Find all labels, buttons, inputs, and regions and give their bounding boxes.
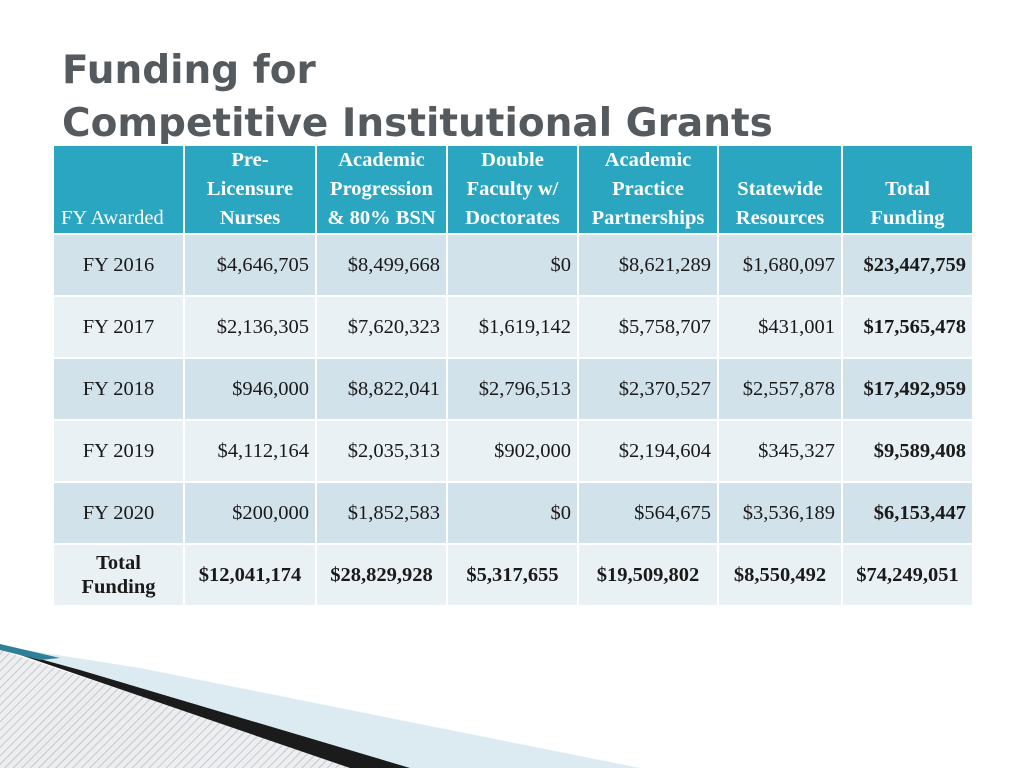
table-row: FY 2016 $4,646,705 $8,499,668 $0 $8,621,… <box>52 233 974 297</box>
header-line: Statewide <box>737 178 823 200</box>
value-cell: $2,194,604 <box>577 419 719 483</box>
header-pre-licensure-nurses: Pre- Licensure Nurses <box>183 144 317 235</box>
row-total-cell: $6,153,447 <box>841 481 974 545</box>
row-total-cell: $9,589,408 <box>841 419 974 483</box>
header-line: Practice <box>612 178 684 200</box>
value-cell: $0 <box>446 233 579 297</box>
header-academic-practice-partnerships: Academic Practice Partnerships <box>577 144 719 235</box>
value-cell: $200,000 <box>183 481 317 545</box>
header-line: Pre- <box>231 149 269 171</box>
total-label-cell: Total Funding <box>52 543 185 607</box>
value-cell: $1,852,583 <box>315 481 448 545</box>
header-line: Resources <box>735 207 825 229</box>
year-cell: FY 2018 <box>52 357 185 421</box>
header-line: Academic <box>338 149 425 171</box>
value-cell: $1,619,142 <box>446 295 579 359</box>
year-cell: FY 2019 <box>52 419 185 483</box>
table-row: FY 2020 $200,000 $1,852,583 $0 $564,675 … <box>52 481 974 545</box>
header-academic-progression: Academic Progression & 80% BSN <box>315 144 448 235</box>
value-cell: $7,620,323 <box>315 295 448 359</box>
column-total-cell: $19,509,802 <box>577 543 719 607</box>
row-total-cell: $23,447,759 <box>841 233 974 297</box>
value-cell: $0 <box>446 481 579 545</box>
grand-total-cell: $74,249,051 <box>841 543 974 607</box>
header-line: Progression <box>330 178 433 200</box>
value-cell: $2,035,313 <box>315 419 448 483</box>
header-row: FY Awarded Pre- Licensure Nurses Academi… <box>52 144 974 235</box>
value-cell: $2,796,513 <box>446 357 579 421</box>
value-cell: $345,327 <box>717 419 843 483</box>
slide-title-line-2: Competitive Institutional Grants <box>62 101 773 146</box>
row-total-cell: $17,492,959 <box>841 357 974 421</box>
value-cell: $946,000 <box>183 357 317 421</box>
value-cell: $2,370,527 <box>577 357 719 421</box>
header-line: Licensure <box>206 178 294 200</box>
funding-table: FY Awarded Pre- Licensure Nurses Academi… <box>52 144 974 607</box>
total-label-line: Funding <box>81 576 156 598</box>
light-blue-band <box>0 646 640 768</box>
row-total-cell: $17,565,478 <box>841 295 974 359</box>
value-cell: $4,646,705 <box>183 233 317 297</box>
column-total-cell: $5,317,655 <box>446 543 579 607</box>
table-row: FY 2018 $946,000 $8,822,041 $2,796,513 $… <box>52 357 974 421</box>
header-double-faculty: Double Faculty w/ Doctorates <box>446 144 579 235</box>
header-line: Academic <box>604 149 692 171</box>
header-total-funding: Total Funding <box>841 144 974 235</box>
value-cell: $3,536,189 <box>717 481 843 545</box>
value-cell: $8,621,289 <box>577 233 719 297</box>
teal-accent-line <box>0 644 60 660</box>
header-line: & 80% BSN <box>327 207 436 229</box>
header-line: Funding <box>870 207 945 229</box>
value-cell: $431,001 <box>717 295 843 359</box>
header-line: Nurses <box>219 207 281 229</box>
table-row: FY 2017 $2,136,305 $7,620,323 $1,619,142… <box>52 295 974 359</box>
header-line: Double <box>481 149 544 171</box>
year-cell: FY 2017 <box>52 295 185 359</box>
year-cell: FY 2020 <box>52 481 185 545</box>
column-total-cell: $8,550,492 <box>717 543 843 607</box>
value-cell: $1,680,097 <box>717 233 843 297</box>
header-line: Doctorates <box>465 207 560 229</box>
value-cell: $8,822,041 <box>315 357 448 421</box>
header-line: Faculty w/ <box>466 178 559 200</box>
header-statewide-resources: Statewide Resources <box>717 144 843 235</box>
value-cell: $2,136,305 <box>183 295 317 359</box>
total-row: Total Funding $12,041,174 $28,829,928 $5… <box>52 543 974 607</box>
value-cell: $564,675 <box>577 481 719 545</box>
value-cell: $4,112,164 <box>183 419 317 483</box>
year-cell: FY 2016 <box>52 233 185 297</box>
header-line: Total <box>885 178 930 200</box>
value-cell: $8,499,668 <box>315 233 448 297</box>
slide-title-line-1: Funding for <box>62 48 316 93</box>
slide-title: Funding for Competitive Institutional Gr… <box>62 44 773 150</box>
header-line: Partnerships <box>591 207 705 229</box>
value-cell: $902,000 <box>446 419 579 483</box>
value-cell: $5,758,707 <box>577 295 719 359</box>
header-fy-awarded: FY Awarded <box>52 144 185 235</box>
total-label-line: Total <box>96 552 141 574</box>
table-row: FY 2019 $4,112,164 $2,035,313 $902,000 $… <box>52 419 974 483</box>
value-cell: $2,557,878 <box>717 357 843 421</box>
hatched-band <box>0 650 360 768</box>
column-total-cell: $28,829,928 <box>315 543 448 607</box>
black-swoosh <box>0 648 410 768</box>
column-total-cell: $12,041,174 <box>183 543 317 607</box>
